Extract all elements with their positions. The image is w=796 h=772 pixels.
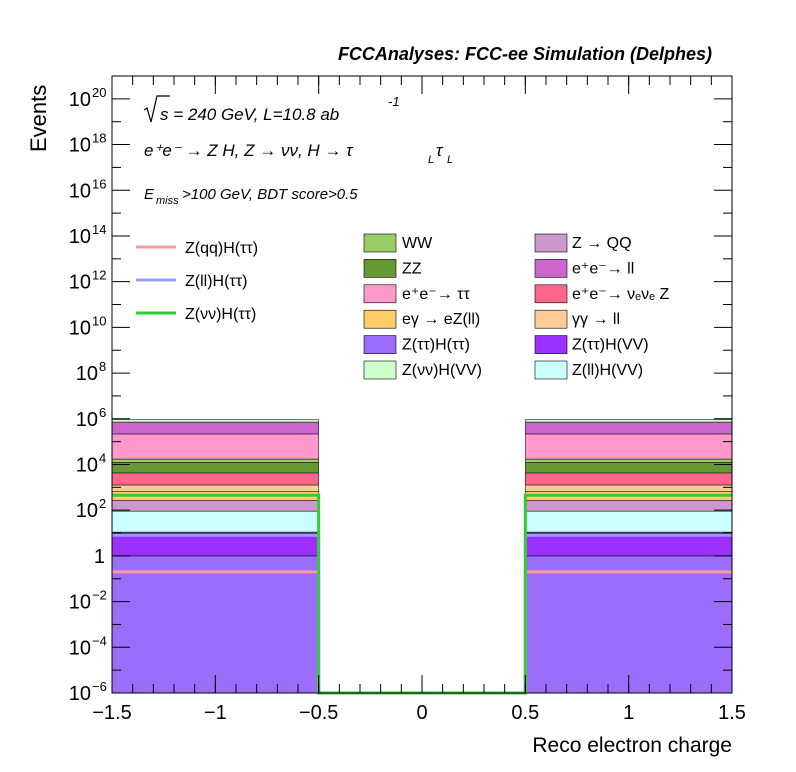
legend-bkg-col2-swatch-4 bbox=[534, 335, 568, 354]
legend-bkg-col2-label-2: e⁺e⁻→ νₑνₑ Z bbox=[572, 286, 669, 303]
annotation-cuts: E miss >100 GeV, BDT score>0.5 bbox=[144, 186, 358, 207]
y-tick-label-9: 1012 bbox=[69, 268, 107, 294]
bar-0-bin-0 bbox=[111, 555, 319, 694]
bar-7-bin-0 bbox=[111, 472, 319, 486]
bar-3-bin-2 bbox=[525, 510, 733, 533]
cut-sub: miss bbox=[156, 195, 179, 207]
y-tick-label-2: 10−2 bbox=[69, 588, 107, 614]
stacked-bars bbox=[111, 419, 733, 694]
legend-bkg-col1-label-5: Z(νν)H(VV) bbox=[402, 362, 482, 379]
legend-bkg-col1-label-1: ZZ bbox=[402, 260, 422, 277]
legend-bkg-col2-label-0: Z → QQ bbox=[572, 235, 632, 252]
bar-10-bin-2 bbox=[525, 433, 733, 460]
legend-bkg-col2-label-3: γγ → ll bbox=[572, 311, 620, 328]
x-tick-label-3: 0 bbox=[416, 702, 427, 724]
y-tick-label-12: 1018 bbox=[69, 131, 107, 157]
axis-ticks: −1.5 −1 −0.5 0 0.5 1 1.5 10−6 10−4 10−2 1 102 104 106… bbox=[69, 76, 746, 724]
legend-bkg-col2-swatch-0 bbox=[534, 233, 568, 253]
process-sub-1: L bbox=[428, 154, 434, 166]
legend-bkg-col2-swatch-5 bbox=[534, 360, 568, 380]
legend-bkg-col1-swatch-0 bbox=[363, 233, 397, 253]
x-tick-label-5: 1 bbox=[623, 702, 634, 724]
y-tick-label-4: 102 bbox=[76, 496, 106, 522]
y-tick-label-6: 106 bbox=[76, 405, 106, 431]
bar-10-bin-0 bbox=[111, 433, 319, 460]
energy-exponent: -1 bbox=[388, 94, 400, 109]
legend-bkg-col1-swatch-5 bbox=[363, 360, 397, 380]
bar-11-bin-2 bbox=[525, 421, 733, 435]
bar-9-bin-0 bbox=[111, 458, 319, 463]
process-text: e⁺e⁻ → Z H, Z → νν, H → τ bbox=[144, 141, 354, 160]
legend-bkg-col2-label-5: Z(ll)H(VV) bbox=[572, 362, 643, 379]
chart-title: FCCAnalyses: FCC-ee Simulation (Delphes) bbox=[338, 44, 712, 64]
y-tick-label-8: 1010 bbox=[69, 313, 107, 339]
legend-signal-label-2: Z(νν)H(ττ) bbox=[185, 306, 256, 323]
x-tick-label-1: −1 bbox=[204, 702, 227, 724]
energy-text: s = 240 GeV, L=10.8 ab bbox=[160, 105, 339, 124]
legend-bkg-col1-label-3: eγ → eZ(ll) bbox=[402, 311, 480, 328]
legend-bkg-col1-swatch-2 bbox=[363, 284, 397, 304]
y-tick-label-1: 10−4 bbox=[69, 633, 107, 659]
sqrt-symbol bbox=[143, 95, 170, 123]
bar-0-bin-2 bbox=[525, 555, 733, 694]
process-sub-2: L bbox=[447, 154, 453, 166]
y-tick-label-11: 1016 bbox=[69, 176, 107, 202]
y-tick-label-0: 10−6 bbox=[69, 679, 107, 705]
bar-9-bin-2 bbox=[525, 458, 733, 463]
bar-8-bin-0 bbox=[111, 462, 319, 474]
legend-bkg-col2-swatch-2 bbox=[534, 284, 568, 304]
process-tau-2: τ bbox=[436, 141, 444, 160]
legend-bkg-col2-label-4: Z(ττ)H(VV) bbox=[572, 337, 649, 354]
y-tick-label-7: 108 bbox=[76, 359, 106, 385]
annotation-process: e⁺e⁻ → Z H, Z → νν, H → τ L τ L bbox=[144, 141, 453, 166]
bar-12-bin-2 bbox=[525, 419, 733, 423]
annotation-energy: s = 240 GeV, L=10.8 ab -1 bbox=[143, 94, 400, 124]
legend-bkg-col2-swatch-1 bbox=[534, 259, 568, 278]
legend-bkg-col1-swatch-3 bbox=[363, 309, 397, 329]
bar-7-bin-2 bbox=[525, 472, 733, 486]
bar-8-bin-2 bbox=[525, 462, 733, 474]
legend-bkg-col1-swatch-4 bbox=[363, 335, 397, 354]
y-tick-label-10: 1014 bbox=[69, 222, 107, 248]
y-tick-label-3: 1 bbox=[94, 546, 105, 568]
cut-text: >100 GeV, BDT score>0.5 bbox=[182, 186, 358, 203]
legend-bkg-col1-label-0: WW bbox=[402, 235, 433, 252]
y-axis-label: Events bbox=[26, 85, 51, 152]
bar-6-bin-0 bbox=[111, 484, 319, 492]
bar-12-bin-0 bbox=[111, 419, 319, 423]
bar-6-bin-2 bbox=[525, 484, 733, 492]
x-tick-label-6: 1.5 bbox=[718, 702, 746, 724]
legend-bkg-col1-swatch-1 bbox=[363, 259, 397, 278]
legend-signal-label-1: Z(ll)H(ττ) bbox=[185, 273, 247, 290]
legend-bkg-col1-label-2: e⁺e⁻→ ττ bbox=[402, 286, 470, 303]
x-tick-label-0: −1.5 bbox=[92, 702, 131, 724]
bar-4-bin-0 bbox=[111, 500, 319, 512]
y-tick-label-13: 1020 bbox=[69, 85, 107, 111]
x-tick-label-4: 0.5 bbox=[511, 702, 539, 724]
legend-bkg-col2-label-1: e⁺e⁻→ ll bbox=[572, 260, 634, 277]
bar-11-bin-0 bbox=[111, 421, 319, 435]
x-tick-label-2: −0.5 bbox=[299, 702, 338, 724]
legend-bkg-col2-swatch-3 bbox=[534, 309, 568, 329]
legend-signal-label-0: Z(qq)H(ττ) bbox=[185, 240, 258, 257]
legend-bkg-col1-label-4: Z(ττ)H(ττ) bbox=[402, 337, 470, 354]
y-tick-label-5: 104 bbox=[76, 450, 106, 476]
bar-3-bin-0 bbox=[111, 510, 319, 533]
cut-e: E bbox=[144, 186, 155, 203]
bar-4-bin-2 bbox=[525, 500, 733, 512]
x-axis-label: Reco electron charge bbox=[532, 734, 732, 757]
legend: Z(qq)H(ττ) Z(ll)H(ττ) Z(νν)H(ττ) WW ZZ e⁺e⁻→ … bbox=[136, 233, 669, 380]
